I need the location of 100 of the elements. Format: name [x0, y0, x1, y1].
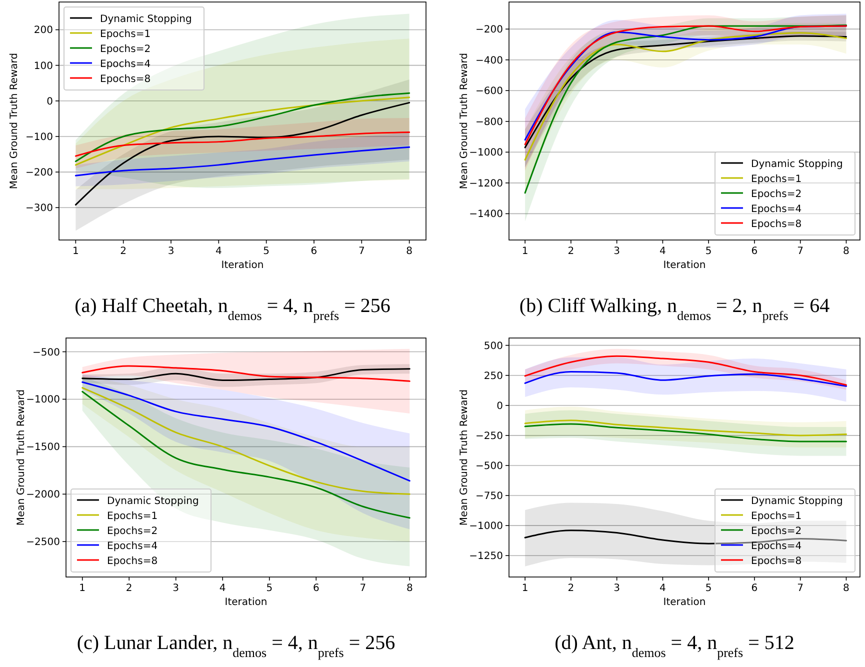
line-series [82, 368, 410, 381]
x-tick-label: 7 [358, 246, 365, 257]
text: (c) Lunar Lander, n$_{demos}$ = 4, n$_{prefs}$ = 256 [76, 632, 396, 660]
y-tick-label: −750 [476, 491, 503, 502]
x-axis-title: Iteration [663, 260, 706, 271]
legend-label: Dynamic Stopping [751, 496, 843, 507]
legend-label: Epochs=2 [751, 189, 802, 200]
legend-label: Epochs=4 [100, 59, 151, 70]
x-tick-label: 7 [797, 583, 804, 594]
x-tick-label: 5 [266, 583, 273, 594]
x-tick-label: 2 [568, 583, 574, 594]
line-series [82, 387, 410, 495]
legend-label: Epochs=4 [107, 541, 158, 552]
legend-label: Epochs=8 [107, 556, 158, 567]
y-tick-label: −600 [476, 86, 503, 98]
x-tick-label: 4 [660, 246, 666, 257]
x-tick-label: 5 [705, 583, 712, 594]
legend-label: Dynamic Stopping [751, 159, 843, 170]
y-tick-label: −2000 [26, 490, 60, 501]
x-tick-label: 1 [522, 583, 528, 594]
y-tick-label: −800 [476, 116, 503, 128]
y-tick-label: −2500 [26, 537, 60, 548]
legend-label: Epochs=4 [751, 204, 802, 215]
line-series [74, 102, 410, 206]
y-tick-label: −1000 [469, 521, 503, 532]
y-tick-label: 0 [496, 400, 503, 412]
x-axis-title: Iteration [224, 597, 268, 608]
y-tick-label: 250 [484, 370, 503, 382]
x-tick-label: 8 [406, 583, 413, 594]
y-axis-title: Mean Ground Truth Reward [459, 52, 470, 190]
x-tick-label: 8 [406, 246, 413, 257]
x-tick-label: 6 [310, 246, 318, 257]
legend-label: Epochs=1 [107, 511, 158, 522]
y-tick-label: −1250 [469, 551, 503, 562]
text: (a) Half Cheetah, n$_{demos}$ = 4, n$_{prefs}$ = 256 [74, 295, 390, 322]
x-axis-title: Iteration [663, 597, 706, 608]
legend-label: Epochs=4 [751, 541, 802, 552]
legend-label: Epochs=8 [751, 219, 802, 230]
y-tick-label: −400 [476, 55, 503, 66]
y-tick-label: −1000 [469, 148, 503, 159]
y-tick-label: 0 [46, 96, 53, 108]
y-axis-title: Mean Ground Truth Reward [9, 52, 20, 190]
text: (b) Cliff Walking, n$_{demos}$ = 2, n$_{prefs}$ = 64 [519, 295, 830, 322]
line-series [74, 131, 410, 157]
y-tick-label: 100 [34, 60, 53, 72]
y-tick-label: −200 [26, 168, 53, 179]
y-tick-label: −1200 [469, 178, 503, 190]
x-tick-label: 7 [797, 246, 804, 257]
line-series [74, 146, 410, 176]
y-tick-label: −500 [32, 347, 60, 358]
x-tick-label: 4 [219, 583, 226, 594]
x-tick-label: 4 [660, 583, 666, 594]
x-tick-label: 1 [522, 246, 528, 257]
legend-label: Epochs=1 [100, 29, 151, 40]
legend-label: Epochs=2 [107, 526, 158, 537]
x-tick-label: 2 [568, 246, 574, 257]
x-tick-label: 2 [120, 246, 127, 257]
legend-label: Epochs=2 [751, 526, 802, 537]
y-tick-label: 500 [484, 340, 503, 352]
y-axis-title: Mean Ground Truth Reward [459, 389, 470, 526]
x-tick-label: 5 [263, 246, 270, 257]
line-series [524, 355, 847, 386]
y-tick-label: −1400 [469, 209, 503, 220]
x-axis-title: Iteration [221, 260, 264, 271]
x-tick-label: 8 [843, 583, 850, 594]
x-tick-label: 3 [168, 246, 174, 257]
line-series [524, 423, 847, 442]
y-tick-label: 200 [34, 25, 53, 36]
x-tick-label: 2 [126, 583, 132, 594]
x-tick-label: 1 [79, 583, 86, 594]
y-tick-label: −250 [476, 430, 503, 442]
y-tick-label: −100 [26, 132, 53, 143]
x-tick-label: 6 [312, 583, 320, 594]
legend-label: Epochs=8 [751, 556, 802, 567]
x-tick-label: 5 [705, 246, 712, 257]
line-series [524, 371, 847, 387]
y-tick-label: −500 [476, 460, 503, 472]
x-tick-label: 4 [215, 246, 222, 257]
x-tick-label: 3 [614, 583, 620, 594]
x-tick-label: 7 [360, 583, 366, 594]
x-tick-label: 6 [751, 246, 758, 257]
y-tick-label: −1500 [26, 442, 60, 454]
legend-label: Epochs=1 [751, 174, 802, 185]
y-tick-label: −300 [26, 203, 53, 214]
legend-label: Epochs=8 [100, 74, 151, 85]
legend-label: Epochs=1 [751, 511, 802, 522]
y-axis-title: Mean Ground Truth Reward [16, 389, 27, 526]
legend-label: Dynamic Stopping [107, 496, 199, 507]
y-tick-label: −1000 [26, 394, 60, 406]
x-tick-label: 3 [614, 246, 620, 257]
legend-label: Epochs=2 [100, 44, 151, 55]
x-tick-label: 1 [72, 246, 79, 257]
text: (d) Ant, n$_{demos}$ = 4, n$_{prefs}$ = 512 [554, 632, 794, 660]
x-tick-label: 6 [751, 583, 758, 594]
line-series [82, 381, 410, 482]
x-tick-label: 8 [843, 246, 850, 257]
y-tick-label: −200 [476, 24, 503, 36]
line-series [524, 420, 847, 436]
legend-label: Dynamic Stopping [100, 14, 192, 25]
line-series [82, 365, 410, 382]
